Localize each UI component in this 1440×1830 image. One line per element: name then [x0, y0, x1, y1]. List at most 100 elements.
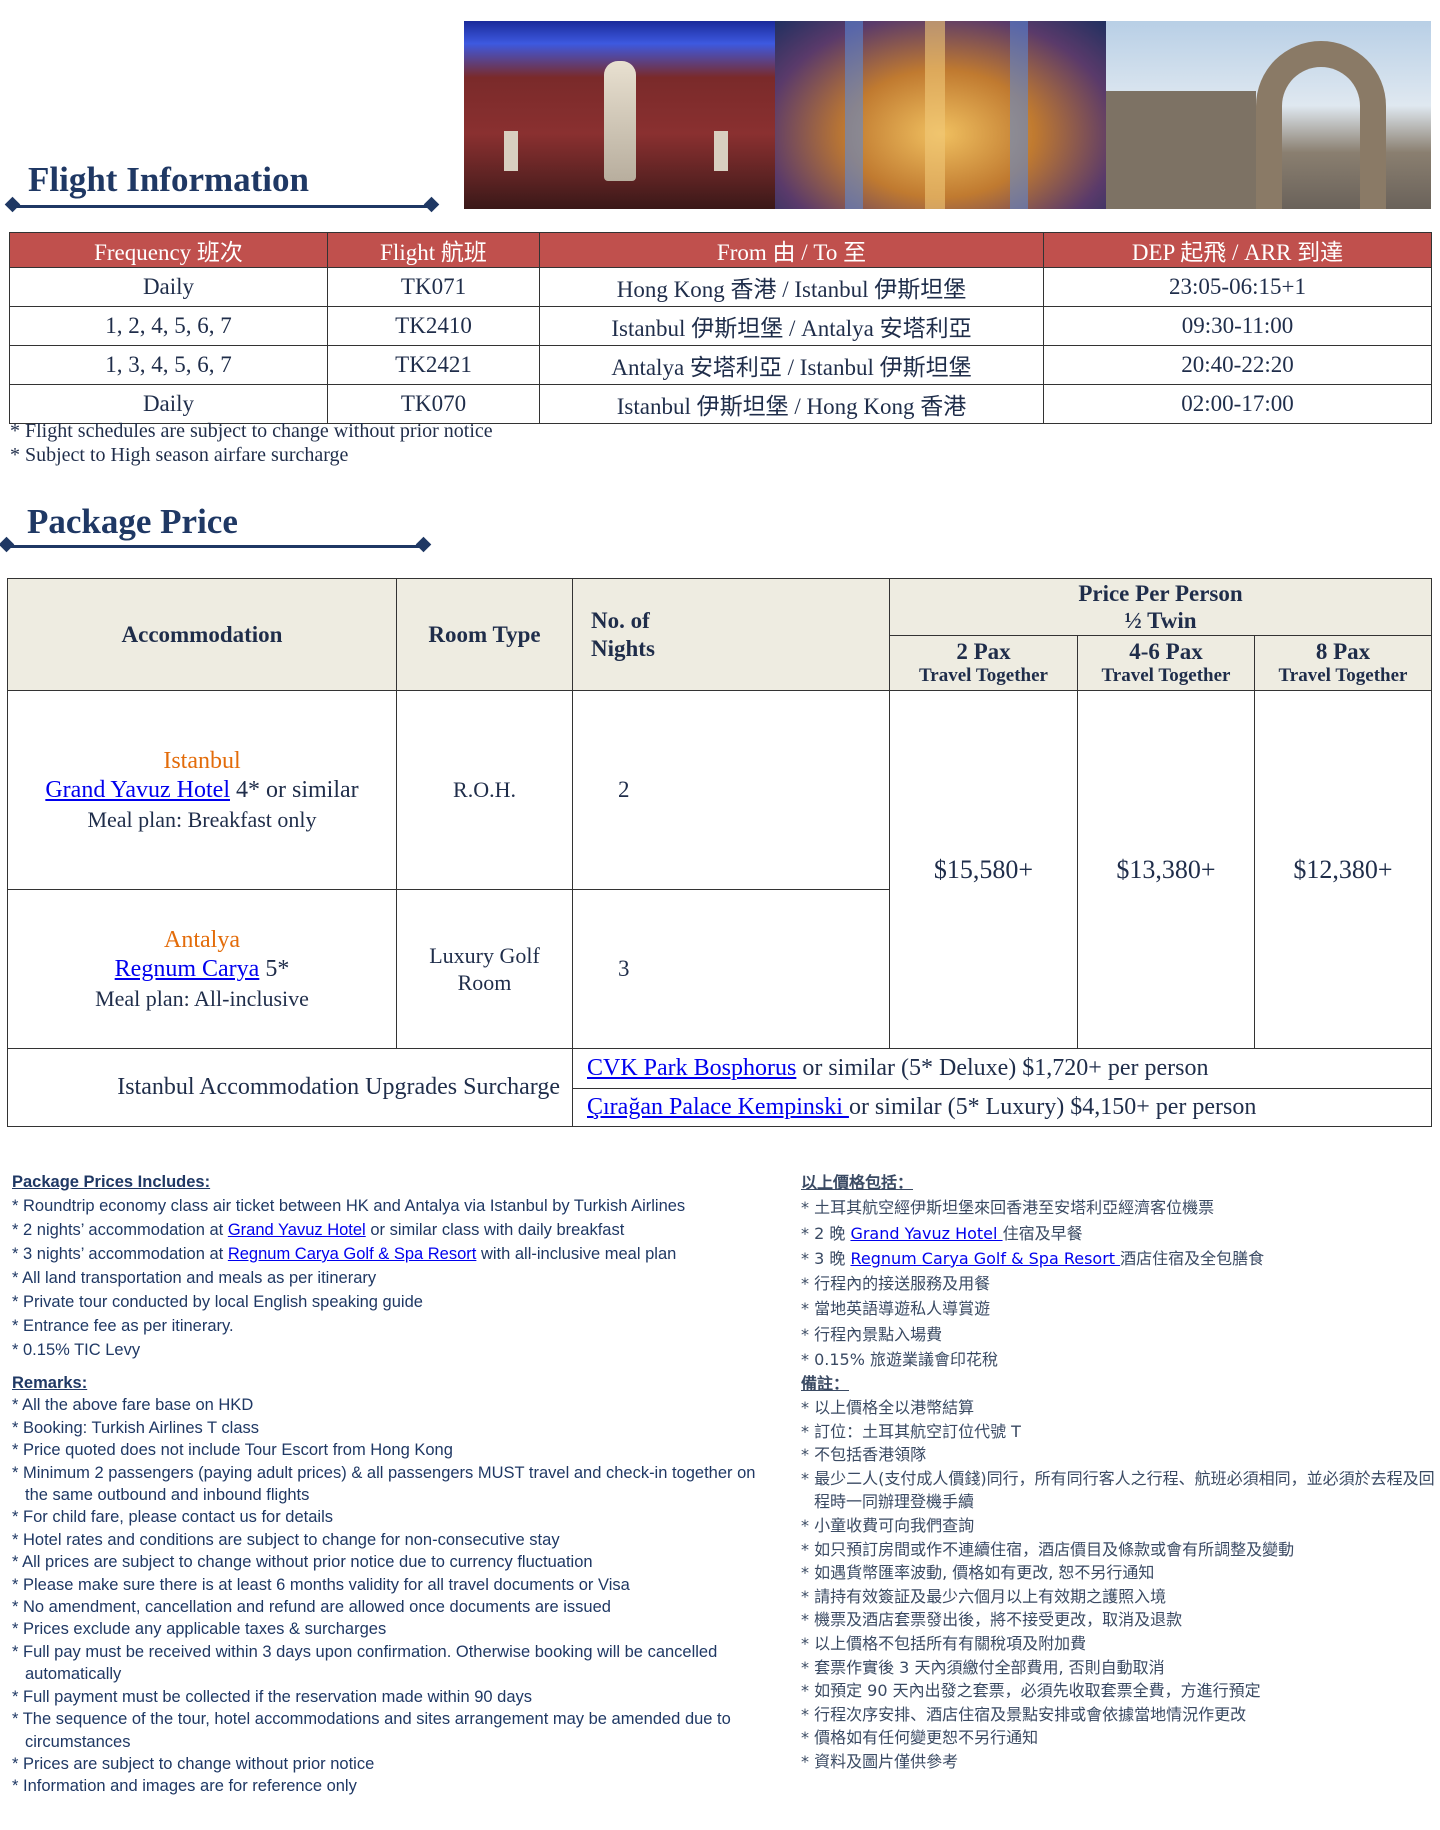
pax-4-6-sub: Travel Together: [1101, 665, 1231, 686]
remarks-list: * All the above fare base on HKD * Bookin…: [12, 1394, 782, 1797]
item-text: * Roundtrip economy class air ticket bet…: [12, 1197, 686, 1215]
list-item: * 0.15% 旅遊業議會印花稅: [801, 1347, 1437, 1372]
item-text: * Private tour conducted by local Englis…: [12, 1293, 423, 1311]
flight-number: TK2410: [327, 306, 540, 346]
nights: 3: [572, 889, 890, 1049]
price-4-6-pax: $13,380+: [1077, 690, 1255, 1049]
table-row: Istanbul Grand Yavuz Hotel 4* or similar…: [7, 690, 1432, 1049]
list-item: * 當地英語導遊私人導賞遊: [801, 1296, 1437, 1321]
list-item: * No amendment, cancellation and refund …: [12, 1598, 611, 1617]
list-item: * 不包括香港領隊: [801, 1445, 927, 1465]
list-item: * 機票及酒店套票發出後，將不接受更改，取消及退款: [801, 1610, 1183, 1630]
surcharge-label: Istanbul Accommodation Upgrades Surcharg…: [7, 1048, 573, 1127]
list-item: * 2 晚 Grand Yavuz Hotel 住宿及早餐: [801, 1221, 1437, 1246]
header-accommodation: Accommodation: [7, 578, 397, 691]
list-item: * 2 nights’ accommodation at Grand Yavuz…: [12, 1218, 782, 1242]
hotel-rating: 5*: [259, 955, 290, 982]
nights: 2: [572, 690, 890, 890]
times: 23:05-06:15+1: [1043, 267, 1432, 307]
regnum-carya-link[interactable]: Regnum Carya: [114, 955, 260, 982]
list-item: * Information and images are for referen…: [12, 1777, 357, 1796]
header-half-twin: ½ Twin: [1124, 608, 1197, 633]
pax-4-6: 4-6 Pax: [1129, 639, 1203, 664]
item-text: * 0.15% TIC Levy: [12, 1341, 141, 1359]
pax-8-sub: Travel Together: [1278, 665, 1408, 686]
table-row: Daily TK070 Istanbul 伊斯坦堡 / Hong Kong 香港 02…: [9, 384, 1432, 424]
hotel-link[interactable]: Regnum Carya Golf & Spa Resort: [227, 1245, 477, 1263]
list-item: * 0.15% TIC Levy: [12, 1338, 782, 1362]
pax-8: 8 Pax: [1315, 639, 1371, 664]
includes-title-zh: 以上價格包括：: [801, 1173, 914, 1192]
table-row: Daily TK071 Hong Kong 香港 / Istanbul 伊斯坦堡 23…: [9, 267, 1432, 307]
item-text: * Entrance fee as per itinerary.: [12, 1317, 234, 1335]
route: Istanbul 伊斯坦堡 / Hong Kong 香港: [539, 384, 1044, 424]
list-item: * All prices are subject to change witho…: [12, 1553, 593, 1572]
times: 02:00-17:00: [1043, 384, 1432, 424]
hotel-link[interactable]: Grand Yavuz Hotel: [227, 1221, 366, 1239]
list-item: * 行程內的接送服務及用餐: [801, 1271, 1437, 1296]
list-item: * 3 nights’ accommodation at Regnum Cary…: [12, 1242, 782, 1266]
cvk-park-bosphorus-link[interactable]: CVK Park Bosphorus: [587, 1055, 797, 1081]
list-item: * Roundtrip economy class air ticket bet…: [12, 1194, 782, 1218]
list-item: * 土耳其航空經伊斯坦堡來回香港至安塔利亞經濟客位機票: [801, 1195, 1437, 1220]
city-istanbul: Istanbul: [163, 747, 241, 774]
list-item: * 套票作實後 3 天內須繳付全部費用, 否則自動取消: [801, 1657, 1165, 1677]
package-price-title: Package Price: [27, 502, 238, 541]
ciragan-palace-kempinski-link[interactable]: Çırağan Palace Kempinski: [587, 1094, 849, 1120]
price-2-pax: $15,580+: [889, 690, 1078, 1049]
list-item: * 訂位：土耳其航空訂位代號 T: [801, 1421, 1021, 1441]
hotel-link[interactable]: Grand Yavuz Hotel: [850, 1223, 1003, 1243]
item-text: * 3 nights’ accommodation at: [12, 1245, 228, 1263]
hotel-rating: 4* or similar: [229, 776, 359, 803]
list-item: * Full pay must be received within 3 day…: [12, 1642, 718, 1684]
flight-number: TK071: [327, 267, 540, 307]
item-text: * 行程內的接送服務及用餐: [801, 1274, 991, 1294]
list-item: * 3 晚 Regnum Carya Golf & Spa Resort 酒店住…: [801, 1246, 1437, 1271]
header-frequency: Frequency 班次: [9, 232, 328, 268]
upgrade-detail: or similar (5* Luxury) $4,150+ per perso…: [848, 1094, 1257, 1120]
hotel-link[interactable]: Regnum Carya Golf & Spa Resort: [850, 1248, 1121, 1268]
frequency: Daily: [9, 384, 328, 424]
museum-statue-hall-photo: [464, 21, 775, 209]
list-item: * Minimum 2 passengers (paying adult pri…: [12, 1463, 756, 1505]
item-text: * 土耳其航空經伊斯坦堡來回香港至安塔利亞經濟客位機票: [801, 1198, 1215, 1218]
item-text: 住宿及早餐: [1002, 1223, 1083, 1243]
list-item: * Entrance fee as per itinerary.: [12, 1314, 782, 1338]
includes-list: * Roundtrip economy class air ticket bet…: [12, 1194, 782, 1362]
list-item: * 行程內景點入場費: [801, 1322, 1437, 1347]
frequency: Daily: [9, 267, 328, 307]
pax-2: 2 Pax: [956, 639, 1011, 664]
list-item: * 如只預訂房間或作不連續住宿，酒店價目及條款或會有所調整及變動: [801, 1539, 1295, 1559]
surcharge-row: Çırağan Palace Kempinski or similar (5* …: [8, 1088, 1432, 1127]
route: Antalya 安塔利亞 / Istanbul 伊斯坦堡: [539, 345, 1044, 385]
flight-information-title: Flight Information: [28, 160, 309, 199]
table-row: 1, 3, 4, 5, 6, 7 TK2421 Antalya 安塔利亞 / Ist…: [9, 345, 1432, 385]
grand-yavuz-hotel-link[interactable]: Grand Yavuz Hotel: [45, 776, 230, 803]
list-item: * Hotel rates and conditions are subject…: [12, 1530, 560, 1549]
frequency: 1, 2, 4, 5, 6, 7: [9, 306, 328, 346]
remarks-list-zh: * 以上價格全以港幣結算 * 訂位：土耳其航空訂位代號 T * 不包括香港領隊 * 最…: [801, 1396, 1437, 1774]
english-notes: Package Prices Includes: * Roundtrip eco…: [12, 1170, 782, 1798]
item-text: * 當地英語導遊私人導賞遊: [801, 1299, 991, 1319]
header-price-per-person: Price Per Person: [1078, 581, 1243, 606]
list-item: * 小童收費可向我們查詢: [801, 1515, 975, 1535]
list-item: * 以上價格不包括所有有關稅項及附加費: [801, 1633, 1087, 1653]
route: Hong Kong 香港 / Istanbul 伊斯坦堡: [539, 267, 1044, 307]
list-item: * Prices exclude any applicable taxes & …: [12, 1620, 387, 1639]
list-item: * 行程次序安排、酒店住宿及景點安排或會依據當地情況作更改: [801, 1704, 1247, 1724]
times: 09:30-11:00: [1043, 306, 1432, 346]
list-item: * Private tour conducted by local Englis…: [12, 1290, 782, 1314]
title-divider: [6, 545, 424, 548]
list-item: * 價格如有任何變更恕不另行通知: [801, 1728, 1039, 1748]
ancient-arch-ruins-photo: [1106, 21, 1431, 209]
list-item: * Prices are subject to change without p…: [12, 1754, 375, 1773]
list-item: * The sequence of the tour, hotel accomm…: [12, 1710, 731, 1751]
list-item: * 請持有效簽証及最少六個月以上有效期之護照入境: [801, 1586, 1167, 1606]
flight-note: * Flight schedules are subject to change…: [10, 420, 493, 442]
list-item: * 如遇貨幣匯率波動, 價格如有更改, 恕不另行通知: [801, 1563, 1155, 1583]
flight-table-header: Frequency 班次 Flight 航班 From 由 / To 至 DEP…: [9, 232, 1432, 268]
list-item: * Price quoted does not include Tour Esc…: [12, 1441, 453, 1460]
header-room-type: Room Type: [396, 578, 573, 691]
upgrade-detail: or similar (5* Deluxe) $1,720+ per perso…: [796, 1055, 1209, 1081]
item-text: * 0.15% 旅遊業議會印花稅: [801, 1350, 999, 1370]
